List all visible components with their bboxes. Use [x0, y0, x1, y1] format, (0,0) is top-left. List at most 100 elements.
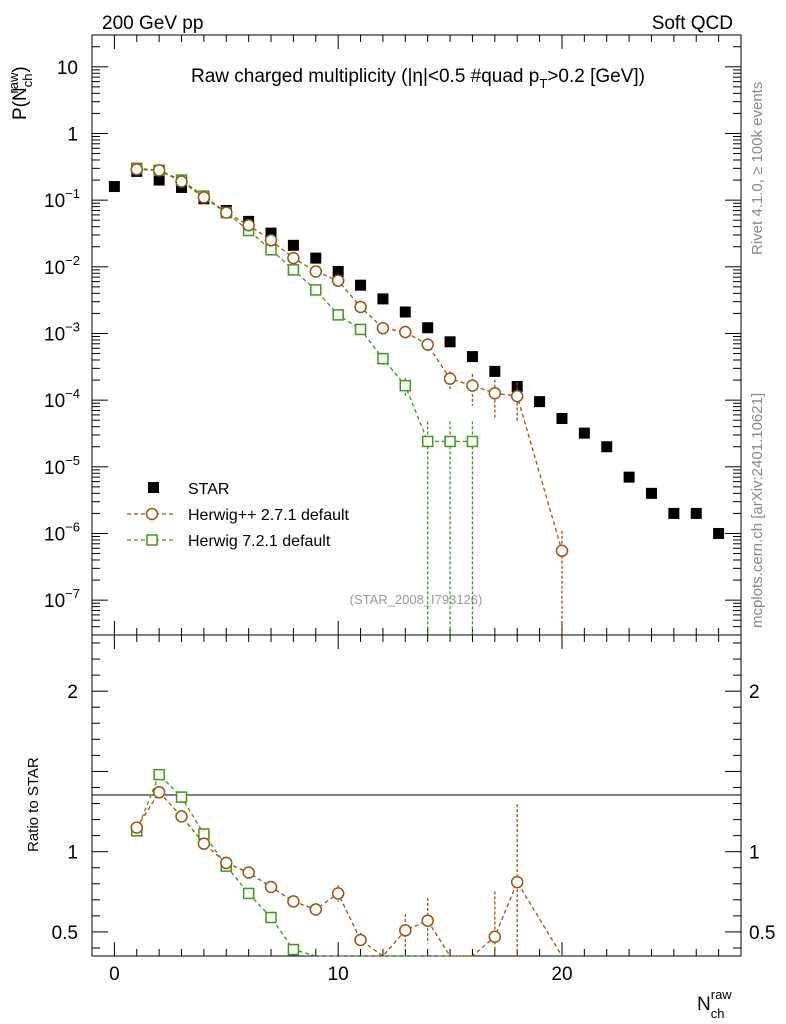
- x-axis-label: Nraw ch: [697, 987, 732, 1021]
- star-data-point: [534, 396, 546, 408]
- herwig7-main-line: [136, 167, 473, 443]
- y-tick-label-exponent: −7: [65, 586, 80, 601]
- herwig7-ratio-point: [242, 887, 255, 900]
- y-tick-label: 1: [67, 124, 78, 145]
- herwigpp-ratio-point: [197, 837, 211, 850]
- y-tick-label-base: 10: [44, 524, 65, 545]
- herwig7-data-point: [444, 435, 456, 448]
- plot-title-sub: T: [539, 76, 547, 91]
- herwig7-data-point: [310, 284, 322, 296]
- herwigpp-ratio-point: [242, 866, 255, 879]
- legend-label: STAR: [188, 481, 229, 498]
- y-tick-label-exponent: −4: [65, 386, 80, 401]
- main-y-axis-label-sub: ch: [20, 74, 35, 88]
- x-axis-label-sup: raw: [711, 987, 733, 1002]
- star-data-point: [466, 351, 478, 363]
- analysis-tag: (STAR_2008_I793126): [350, 592, 483, 607]
- herwig7-data-point: [332, 309, 344, 321]
- legend-label: Herwig 7.2.1 default: [188, 533, 331, 550]
- ratio-y-tick-label-left: 2: [67, 682, 78, 703]
- x-tick-label: 10: [328, 964, 349, 985]
- header-energy-label: 200 GeV pp: [102, 13, 203, 34]
- herwig7-ratio-point: [175, 791, 188, 803]
- y-tick-label-base: 1: [67, 124, 78, 145]
- herwigpp-data-point: [399, 325, 412, 339]
- star-data-point: [690, 507, 702, 519]
- herwigpp-ratio-point: [130, 821, 144, 834]
- ratio-y-tick-label-right: 1: [749, 843, 760, 864]
- star-data-point: [355, 279, 367, 291]
- ratio-y-tick-label-right: 2: [749, 682, 760, 703]
- star-data-point: [399, 306, 411, 318]
- y-tick-label-exponent: −3: [65, 319, 80, 334]
- herwigpp-ratio-point: [488, 930, 502, 943]
- herwigpp-ratio-point: [510, 875, 524, 889]
- herwigpp-ratio-point: [309, 903, 323, 916]
- herwigpp-ratio-point: [152, 786, 166, 799]
- star-data-point: [511, 381, 523, 393]
- y-tick-label: 10−5: [44, 453, 80, 479]
- star-data-point: [645, 487, 657, 499]
- herwigpp-data-point: [376, 321, 390, 335]
- herwigpp-data-point: [152, 164, 166, 177]
- y-tick-label-exponent: −5: [65, 453, 80, 468]
- herwigpp-ratio-point: [421, 914, 434, 927]
- herwig7-ratio-point: [265, 911, 277, 924]
- ratio-y-tick-label-left: 0.5: [52, 923, 78, 944]
- herwigpp-ratio-point: [264, 880, 278, 894]
- herwig7-ratio-point: [287, 943, 300, 956]
- y-tick-label-exponent: −6: [65, 519, 80, 534]
- y-tick-label: 10−1: [44, 186, 80, 212]
- y-tick-label-base: 10: [44, 591, 65, 612]
- herwig7-ratio-line: [136, 773, 473, 957]
- herwigpp-ratio-point: [287, 895, 300, 908]
- plot-title: Raw charged multiplicity (|η|<0.5 #quad …: [191, 66, 645, 91]
- herwigpp-data-point: [421, 338, 434, 351]
- star-data-point: [489, 365, 501, 377]
- y-tick-label-base: 10: [44, 258, 65, 279]
- herwig7-data-point: [421, 435, 434, 448]
- y-tick-label: 10−6: [44, 519, 80, 545]
- plot-title-tail: >0.2 [GeV]): [547, 66, 645, 87]
- legend-marker-square: [146, 534, 158, 546]
- star-data-point: [265, 227, 277, 239]
- herwigpp-data-point: [264, 234, 278, 247]
- y-tick-label: 10: [57, 58, 78, 79]
- rivet-version-label: Rivet 4.1.0, ≥ 100k events: [749, 82, 766, 255]
- herwigpp-data-point: [510, 389, 524, 403]
- x-axis-label-sub: ch: [711, 1006, 725, 1021]
- herwigpp-data-point: [443, 372, 457, 385]
- y-tick-label: 10−4: [44, 386, 80, 412]
- x-tick-label: 20: [551, 964, 572, 985]
- star-data-point: [668, 507, 680, 519]
- star-data-point: [556, 413, 568, 425]
- herwigpp-ratio-point: [220, 856, 233, 870]
- legend-marker-star: [148, 482, 159, 493]
- main-y-axis-label-base: P(N: [10, 87, 31, 120]
- x-axis-label-base: N: [697, 994, 711, 1015]
- legend-label: Herwig++ 2.7.1 default: [188, 507, 350, 524]
- y-tick-label-base: 10: [44, 391, 65, 412]
- main-y-axis-label-close: ): [10, 66, 31, 72]
- herwigpp-data-point: [175, 175, 188, 188]
- star-data-point: [623, 471, 635, 483]
- star-data-point: [444, 336, 456, 348]
- y-tick-label-exponent: −2: [65, 253, 80, 268]
- star-data-point: [108, 181, 120, 193]
- star-data-point: [601, 441, 613, 453]
- ratio-y-tick-label-right: 0.5: [749, 923, 775, 944]
- herwigpp-data-point: [555, 544, 569, 558]
- main-y-axis-label: P(Nchraw): [6, 66, 35, 120]
- herwigpp-ratio-point: [331, 887, 345, 900]
- herwig7-data-point: [377, 352, 389, 365]
- herwigpp-data-point: [309, 265, 323, 278]
- ratio-y-axis-label: Ratio to STAR: [25, 757, 42, 852]
- herwig7-ratio-point: [153, 768, 165, 781]
- herwig7-data-point: [466, 435, 479, 448]
- ratio-y-tick-label-left: 1: [67, 843, 78, 864]
- plot-title-main: Raw charged multiplicity (|η|<0.5 #quad …: [191, 66, 539, 87]
- star-data-point: [713, 527, 725, 539]
- star-data-point: [332, 266, 344, 278]
- star-data-point: [422, 322, 434, 334]
